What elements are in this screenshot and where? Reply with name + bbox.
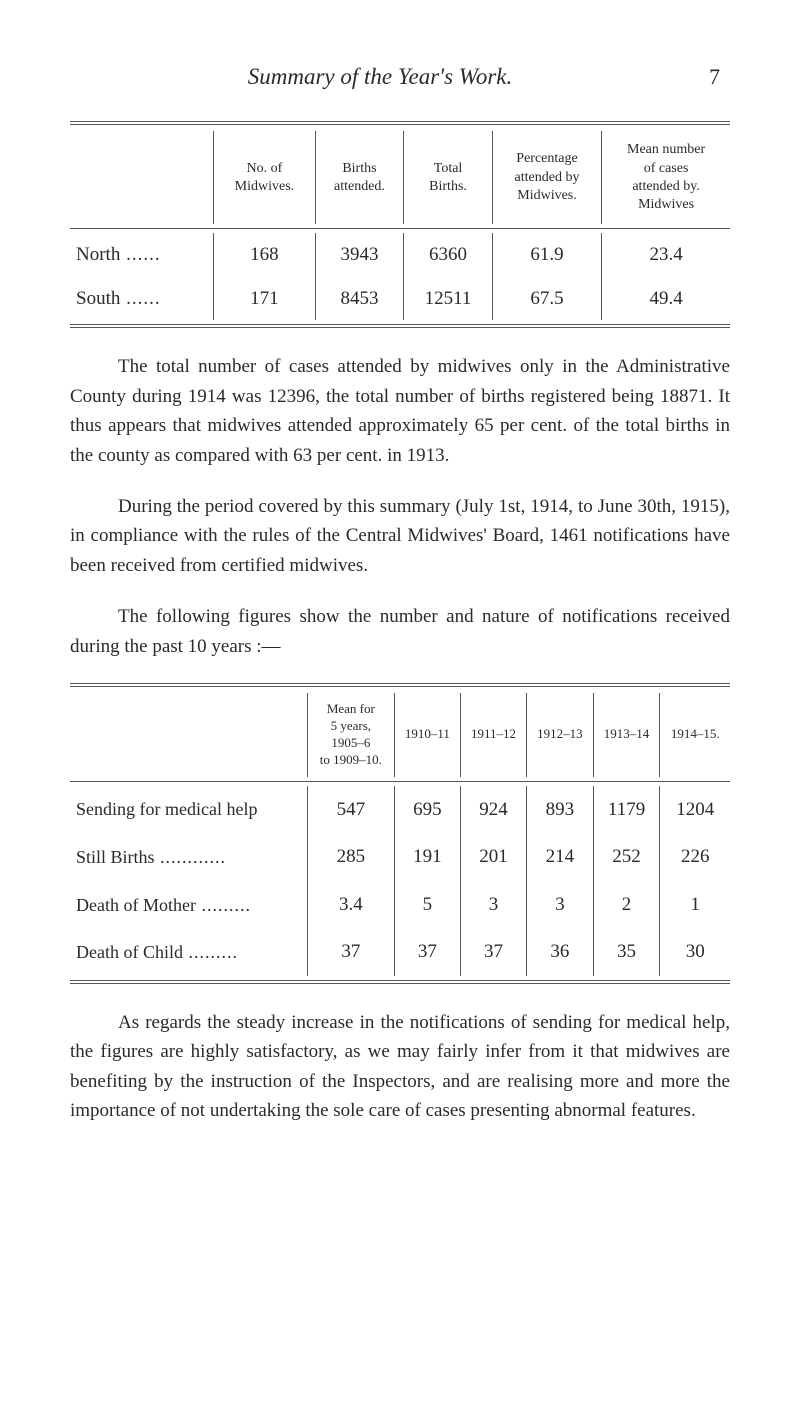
col-header-line: attended by [515, 170, 580, 185]
cell: 1204 [660, 786, 730, 834]
cell: 37 [307, 928, 394, 976]
cell: 37 [394, 928, 460, 976]
col-header-line: Mean number [627, 142, 705, 157]
cell: 37 [460, 928, 526, 976]
cell: 168 [214, 233, 315, 277]
col-header-line: to 1909–10. [320, 752, 382, 767]
col-header: 1913–14 [593, 693, 660, 777]
cell: 49.4 [602, 277, 730, 321]
midwives-summary-table: No. of Midwives. Births attended. Total … [70, 131, 730, 328]
notifications-table: Mean for 5 years, 1905–6 to 1909–10. 191… [70, 693, 730, 984]
col-header-line: Births [342, 161, 376, 176]
col-header-line: Midwives [638, 197, 694, 212]
col-header: Births attended. [315, 131, 404, 224]
col-header-line: Midwives. [235, 179, 295, 194]
cell: 191 [394, 833, 460, 881]
col-header-line: Total [434, 161, 463, 176]
cell: 226 [660, 833, 730, 881]
col-header: Percentage attended by Midwives. [492, 131, 601, 224]
table-row: North 168 3943 6360 61.9 23.4 [70, 233, 730, 277]
stub-header [70, 131, 214, 224]
body-paragraph: During the period covered by this summar… [70, 492, 730, 580]
cell: 695 [394, 786, 460, 834]
cell: 36 [527, 928, 594, 976]
col-header: Mean for 5 years, 1905–6 to 1909–10. [307, 693, 394, 777]
col-header: 1910–11 [394, 693, 460, 777]
cell: 3943 [315, 233, 404, 277]
rule-double-bottom [70, 324, 730, 328]
col-header: 1911–12 [460, 693, 526, 777]
running-title: Summary of the Year's Work. [70, 60, 690, 93]
cell: 35 [593, 928, 660, 976]
col-header-line: Births. [429, 179, 467, 194]
col-header-line: Mean for [327, 701, 375, 716]
table-header-row: No. of Midwives. Births attended. Total … [70, 131, 730, 224]
col-header: Mean number of cases attended by. Midwiv… [602, 131, 730, 224]
cell: 6360 [404, 233, 493, 277]
page-container: Summary of the Year's Work. 7 No. of Mid… [0, 0, 800, 1208]
col-header-line: Percentage [516, 151, 577, 166]
cell: 5 [394, 881, 460, 929]
table-row: South 171 8453 12511 67.5 49.4 [70, 277, 730, 321]
row-stub: Sending for medical help [70, 786, 307, 834]
col-header: 1914–15. [660, 693, 730, 777]
rule-double-bottom [70, 980, 730, 984]
cell: 1179 [593, 786, 660, 834]
cell: 3.4 [307, 881, 394, 929]
running-head: Summary of the Year's Work. 7 [70, 60, 730, 93]
col-header-line: attended. [334, 179, 385, 194]
cell: 8453 [315, 277, 404, 321]
col-header-line: of cases [644, 161, 689, 176]
cell: 214 [527, 833, 594, 881]
cell: 201 [460, 833, 526, 881]
col-header-line: 1905–6 [331, 735, 370, 750]
cell: 893 [527, 786, 594, 834]
rule-double-top [70, 121, 730, 125]
page-number: 7 [690, 61, 720, 93]
cell: 2 [593, 881, 660, 929]
rule-double-top [70, 683, 730, 687]
col-header-line: Midwives. [517, 188, 577, 203]
cell: 924 [460, 786, 526, 834]
cell: 67.5 [492, 277, 601, 321]
col-header-line: attended by. [632, 179, 700, 194]
col-header-line: No. of [247, 161, 283, 176]
cell: 30 [660, 928, 730, 976]
body-paragraph: The total number of cases attended by mi… [70, 352, 730, 470]
cell: 61.9 [492, 233, 601, 277]
table-row: Sending for medical help 547 695 924 893… [70, 786, 730, 834]
rule-single [70, 781, 730, 782]
cell: 12511 [404, 277, 493, 321]
table-row: Still Births 285 191 201 214 252 226 [70, 833, 730, 881]
col-header: 1912–13 [527, 693, 594, 777]
cell: 252 [593, 833, 660, 881]
stub-header [70, 693, 307, 777]
cell: 1 [660, 881, 730, 929]
col-header: Total Births. [404, 131, 493, 224]
cell: 23.4 [602, 233, 730, 277]
row-stub: Death of Mother [76, 895, 251, 915]
cell: 547 [307, 786, 394, 834]
body-paragraph: As regards the steady increase in the no… [70, 1008, 730, 1126]
cell: 171 [214, 277, 315, 321]
cell: 285 [307, 833, 394, 881]
row-stub: Death of Child [76, 942, 238, 962]
row-stub: North [76, 244, 161, 265]
cell: 3 [460, 881, 526, 929]
body-paragraph: The following figures show the number an… [70, 602, 730, 661]
rule-single [70, 228, 730, 229]
table-row: Death of Child 37 37 37 36 35 30 [70, 928, 730, 976]
row-stub: Still Births [76, 847, 226, 867]
cell: 3 [527, 881, 594, 929]
table-header-row: Mean for 5 years, 1905–6 to 1909–10. 191… [70, 693, 730, 777]
col-header: No. of Midwives. [214, 131, 315, 224]
row-stub: South [76, 288, 161, 309]
col-header-line: 5 years, [331, 718, 371, 733]
table-row: Death of Mother 3.4 5 3 3 2 1 [70, 881, 730, 929]
